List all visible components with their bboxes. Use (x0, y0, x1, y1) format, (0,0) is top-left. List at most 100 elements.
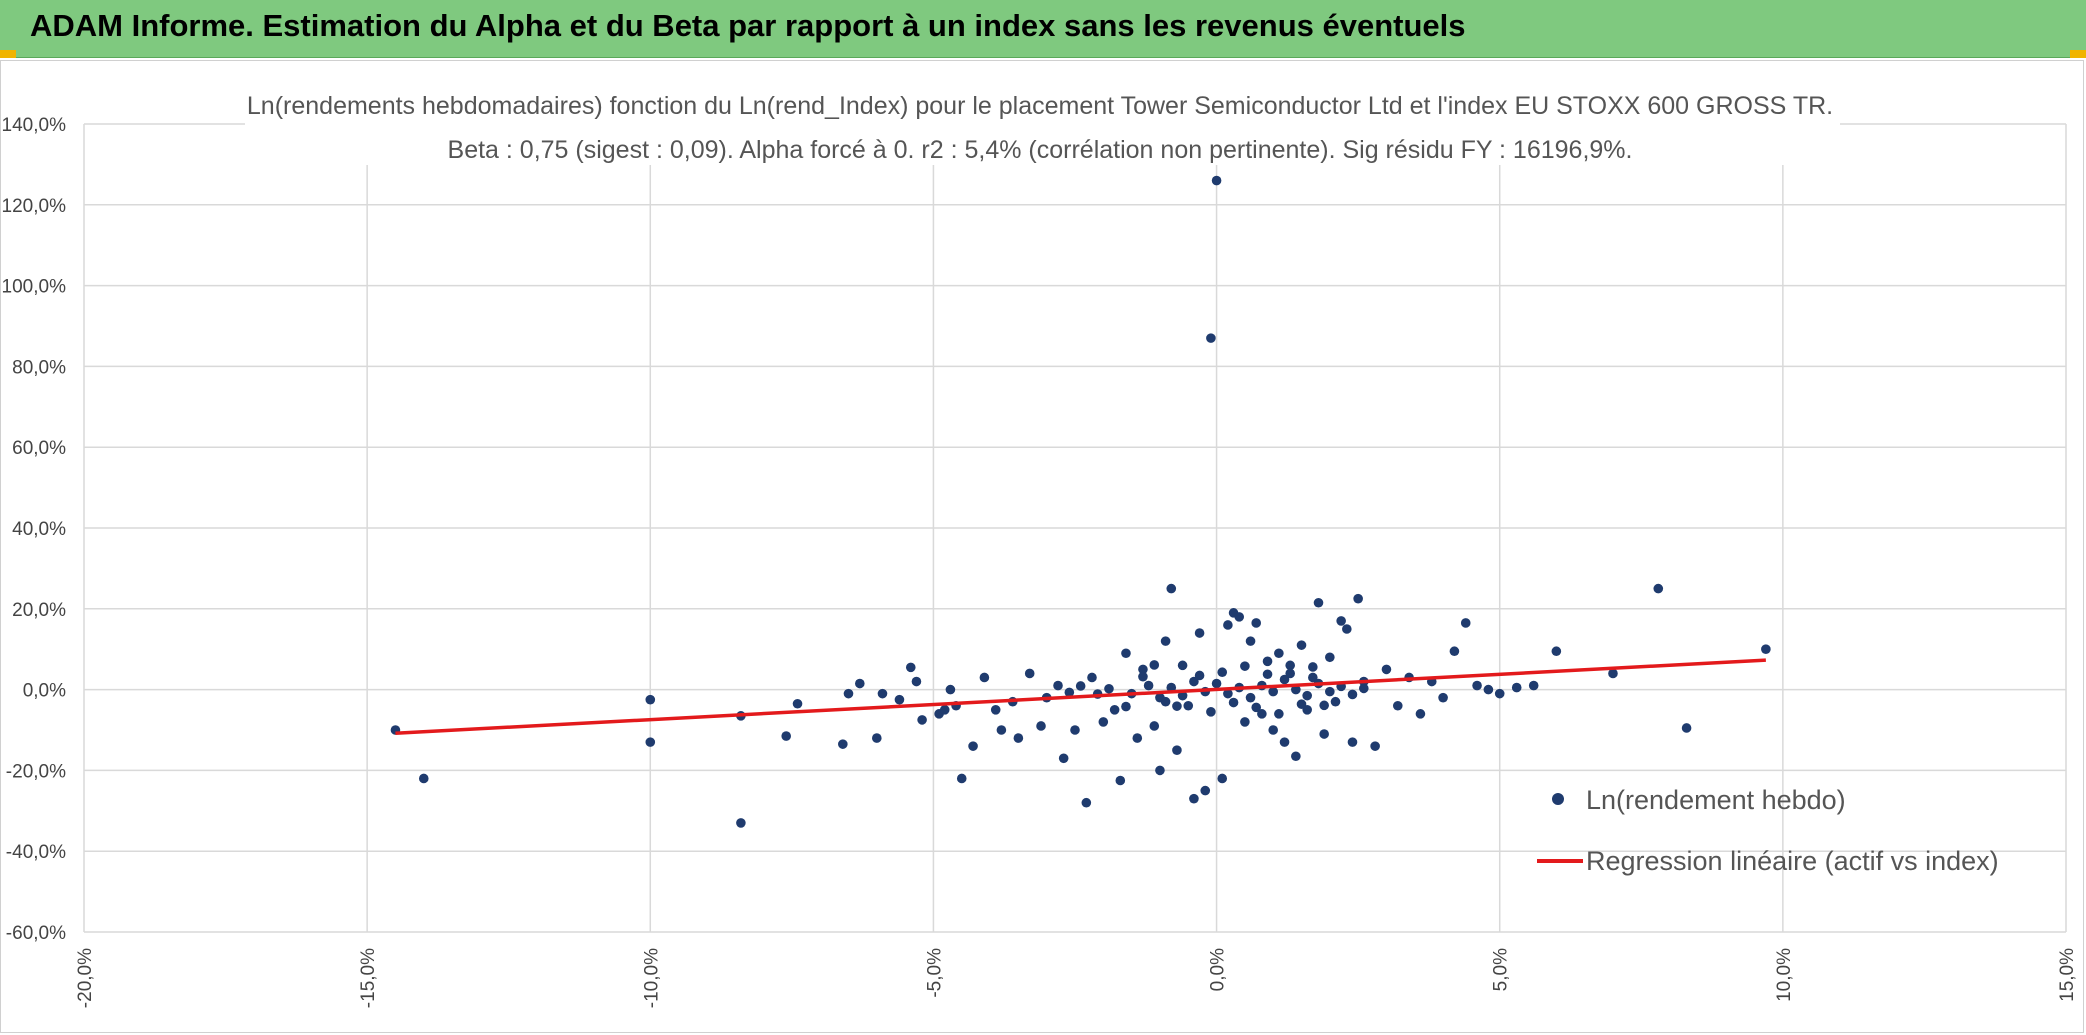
legend-label-line: Regression linéaire (actif vs index) (1586, 846, 1999, 876)
y-tick-label: -60,0% (6, 923, 66, 944)
data-point (956, 773, 967, 784)
data-point (645, 694, 656, 705)
data-point (996, 725, 1007, 735)
y-tick-label: 140,0% (2, 115, 67, 136)
data-point (843, 688, 854, 699)
data-point (1064, 687, 1075, 698)
data-point (1138, 664, 1148, 675)
data-point (736, 818, 746, 828)
data-point (1036, 721, 1046, 731)
data-point (1070, 725, 1080, 735)
data-point (905, 662, 916, 673)
y-tick-label: -40,0% (6, 842, 66, 863)
data-point (1211, 678, 1222, 689)
regression-line (395, 658, 1766, 735)
data-point (418, 773, 429, 784)
data-point (1240, 717, 1250, 727)
data-point (1149, 721, 1160, 731)
data-point (1155, 765, 1165, 776)
data-point (1075, 681, 1086, 691)
data-point (1234, 612, 1245, 622)
y-tick-label: 60,0% (12, 438, 66, 459)
data-point (1143, 680, 1154, 691)
data-point (1302, 690, 1312, 701)
data-point (1149, 660, 1160, 670)
data-point (990, 705, 1001, 715)
data-point (1138, 671, 1148, 682)
data-point (1308, 672, 1318, 683)
legend-marker-points (1552, 793, 1564, 805)
data-point (1257, 709, 1267, 719)
data-point (1449, 646, 1460, 657)
data-point (894, 694, 905, 705)
data-point (1109, 705, 1120, 715)
corner-marker (0, 50, 16, 58)
data-point (1347, 737, 1358, 747)
corner-marker (2070, 50, 2086, 58)
x-tick-label: 15,0% (2057, 948, 2078, 1002)
data-point (1217, 773, 1228, 784)
data-point (1285, 660, 1295, 671)
data-point (1177, 660, 1188, 671)
data-point (781, 731, 791, 741)
chart-frame (0, 60, 2084, 1033)
y-tick-label: 0,0% (23, 681, 66, 702)
x-tick-label: 5,0% (1491, 948, 1512, 991)
y-tick-label: 120,0% (2, 196, 67, 217)
data-point (1319, 729, 1329, 739)
y-tick-label: 100,0% (2, 277, 67, 298)
data-point (1121, 648, 1131, 659)
data-point (1194, 628, 1205, 638)
data-point (1053, 680, 1063, 691)
data-point (1251, 702, 1262, 713)
data-point (1681, 723, 1692, 733)
data-point (1319, 700, 1329, 711)
data-point (1460, 618, 1471, 628)
data-point (1325, 686, 1335, 697)
chart-legend: Ln(rendement hebdo) Regression linéaire … (1537, 785, 1999, 876)
data-point (1251, 618, 1262, 628)
data-point (1013, 733, 1024, 743)
data-point (1087, 672, 1097, 683)
data-point (1024, 668, 1035, 679)
data-point (1200, 785, 1211, 796)
data-point (855, 678, 865, 689)
data-point (877, 688, 888, 699)
y-tick-label: -20,0% (6, 761, 66, 782)
legend-label-points: Ln(rendement hebdo) (1586, 785, 1846, 815)
data-point (1223, 688, 1233, 699)
data-point (1285, 668, 1295, 679)
data-point (1217, 667, 1228, 678)
data-point (1172, 745, 1182, 755)
data-point (838, 739, 848, 749)
axis-layer: -60,0% -40,0% -20,0% 0,0% 20,0% 40,0% 60,0% 80,… (2, 115, 2078, 1008)
x-tick-label: -15,0% (358, 948, 379, 1008)
data-point (1330, 696, 1341, 707)
data-point (1392, 700, 1403, 711)
data-point (1274, 648, 1284, 659)
title-background (245, 85, 1840, 165)
data-point (1296, 699, 1307, 709)
data-point (1472, 680, 1482, 691)
data-point (1761, 644, 1771, 654)
data-point (1223, 620, 1233, 630)
data-point (1177, 690, 1188, 701)
data-point (1483, 684, 1494, 695)
data-point (1262, 656, 1273, 667)
data-point (1132, 733, 1143, 743)
data-point (1166, 583, 1177, 594)
data-point (1291, 751, 1301, 762)
report-title: ADAM Informe. Estimation du Alpha et du … (30, 8, 1466, 43)
data-point (1245, 636, 1256, 646)
data-point (1115, 775, 1126, 786)
data-point (1494, 688, 1505, 699)
chart-title: Ln(rendements hebdomadaires) fonction du… (247, 92, 1833, 120)
data-point (1081, 797, 1092, 808)
data-point (917, 715, 927, 725)
data-point (1308, 662, 1318, 672)
data-point (1121, 701, 1131, 712)
data-point (1353, 593, 1363, 604)
data-point (1551, 646, 1562, 657)
data-point (1189, 793, 1199, 804)
